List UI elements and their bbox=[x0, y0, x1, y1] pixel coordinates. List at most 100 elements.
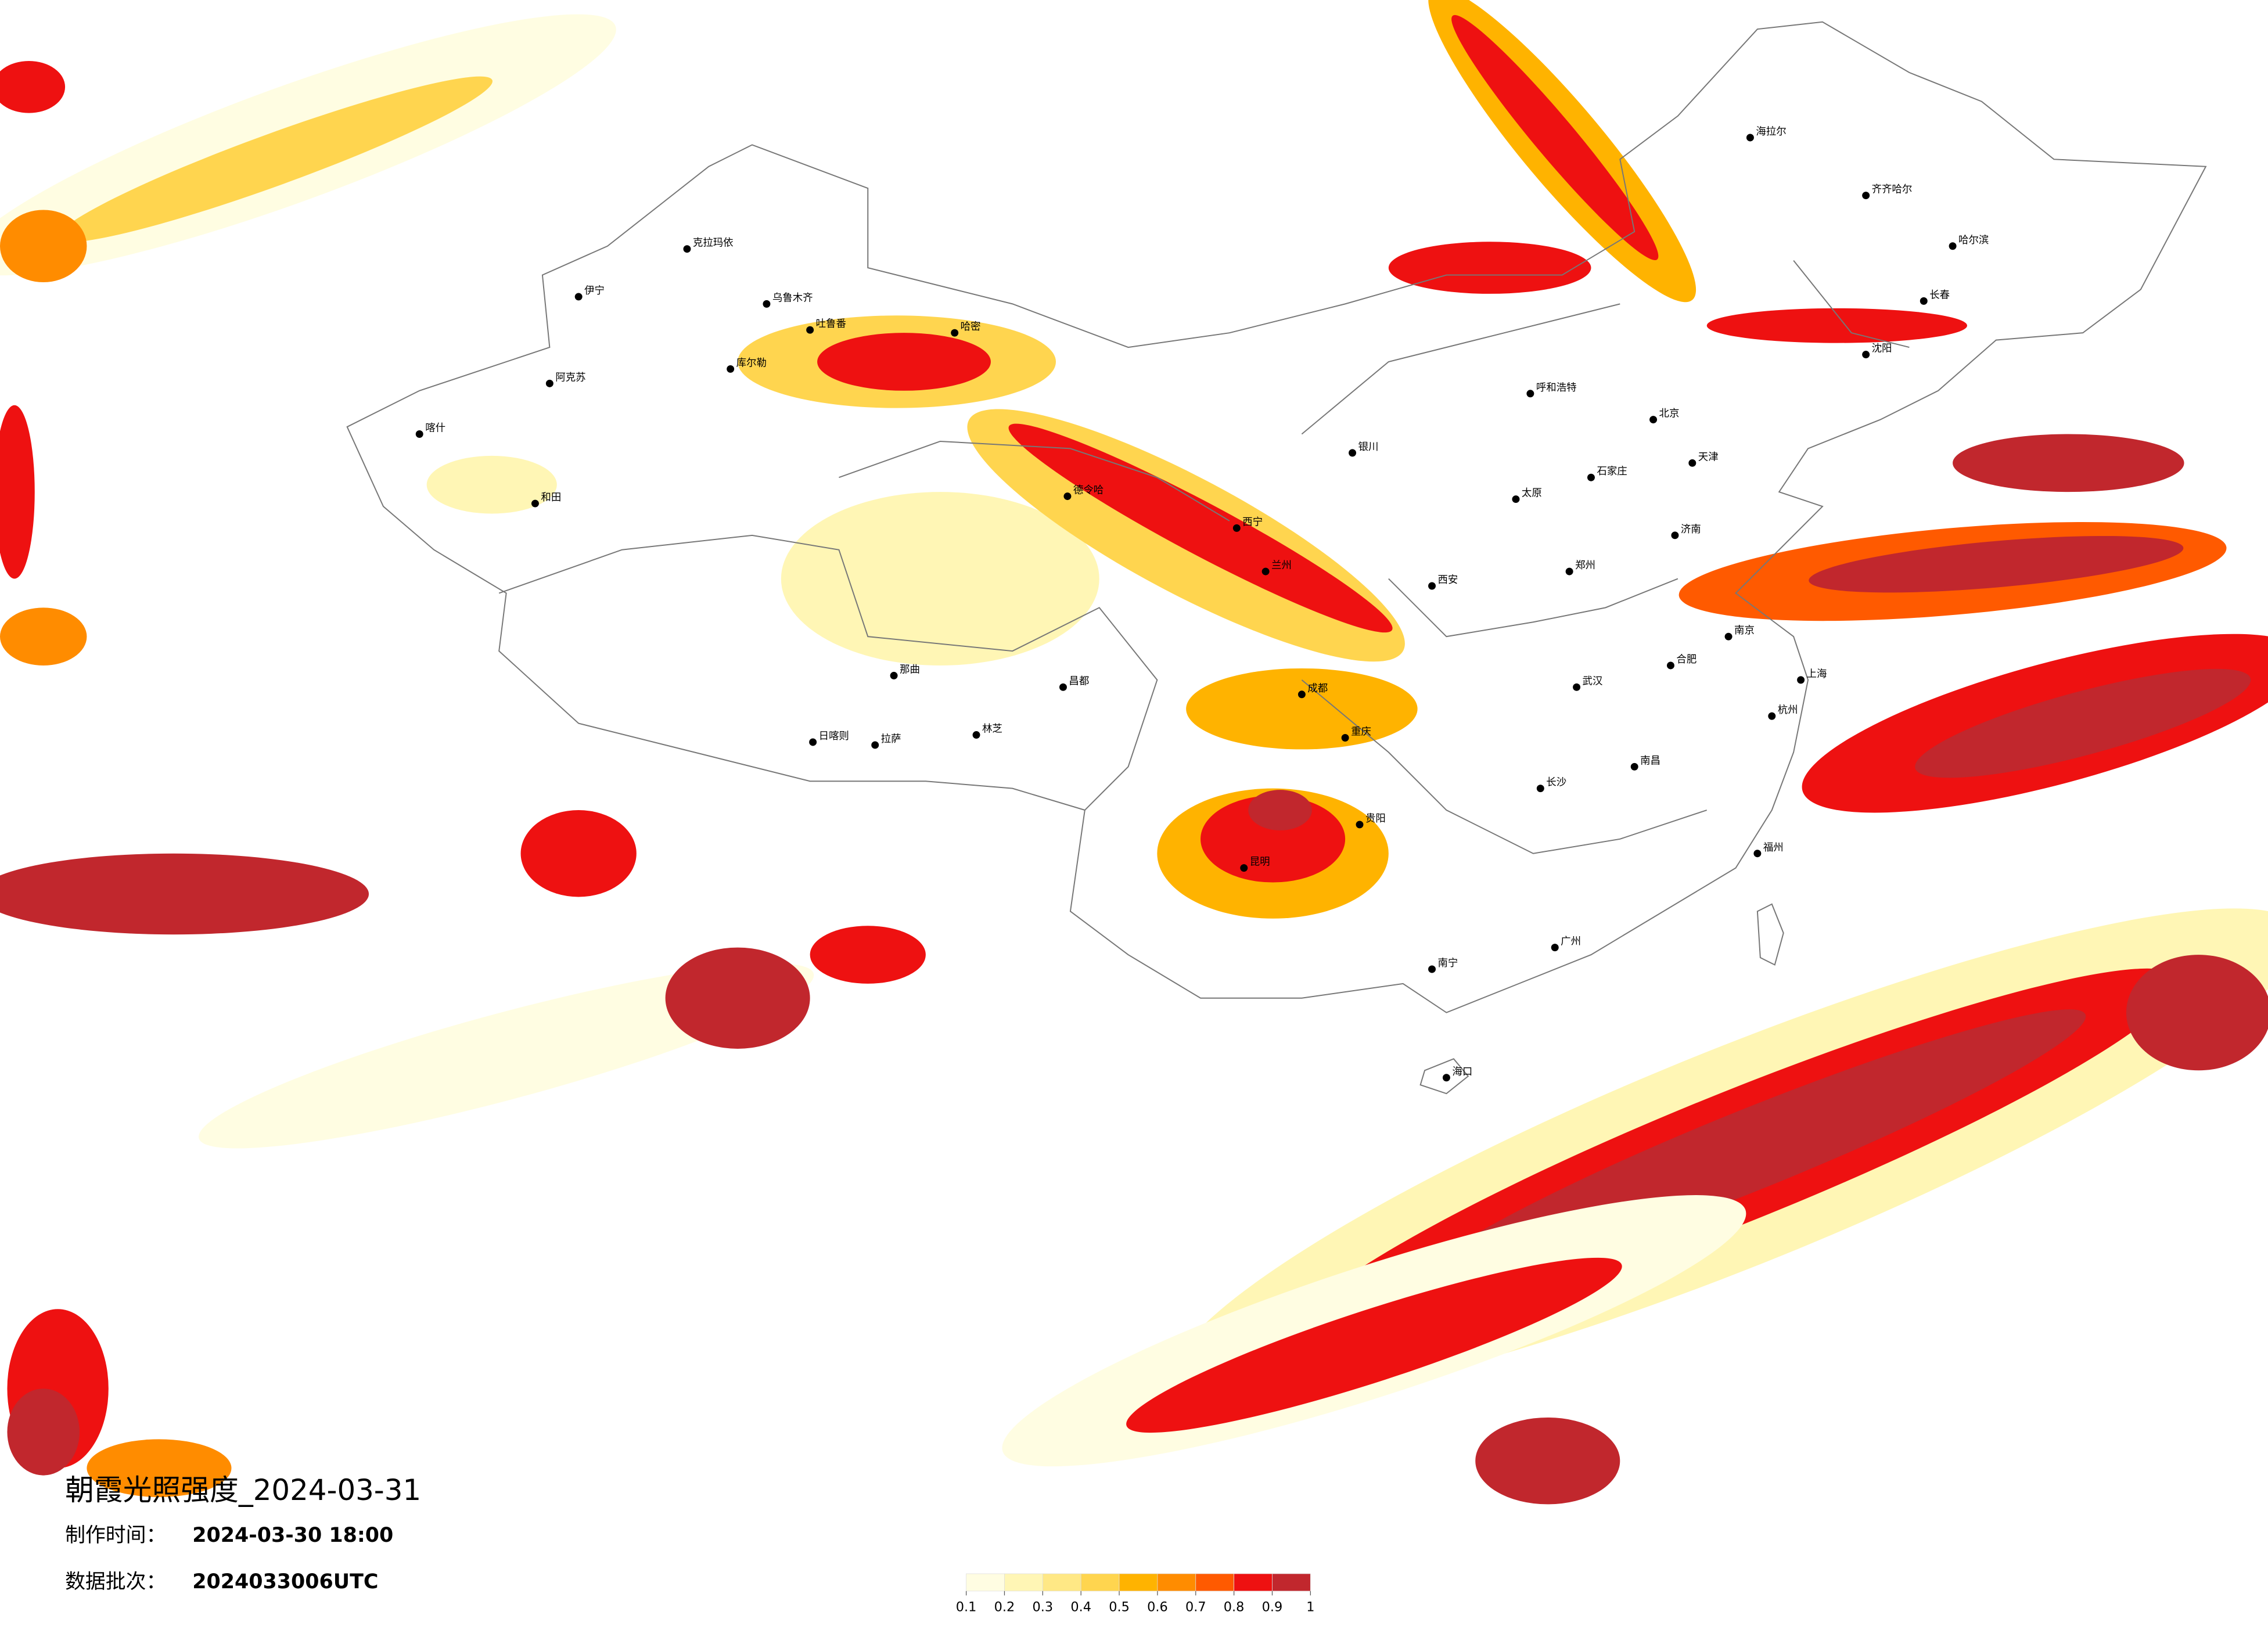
legend-tick-label: 0.7 bbox=[1185, 1600, 1206, 1615]
city-dot bbox=[1573, 683, 1581, 691]
city-dot bbox=[1768, 712, 1776, 720]
city-label: 林芝 bbox=[982, 724, 1002, 735]
city-label: 克拉玛依 bbox=[693, 238, 734, 249]
city-label: 喀什 bbox=[425, 423, 445, 434]
city-dot bbox=[972, 731, 980, 739]
made-time: 2024-03-30 18:00 bbox=[192, 1524, 393, 1547]
province-border bbox=[498, 260, 1910, 854]
city-dot bbox=[1649, 416, 1658, 424]
legend: 0.1 0.2 0.3 0.4 0.5 0.6 0.7 0.8 0.9 1 bbox=[956, 1573, 1314, 1615]
city-label: 和田 bbox=[541, 492, 561, 503]
made-label: 制作时间： bbox=[65, 1524, 166, 1547]
city-dot bbox=[1526, 390, 1534, 398]
city-label: 德令哈 bbox=[1073, 485, 1104, 497]
city-label: 西宁 bbox=[1242, 516, 1263, 528]
city-dot bbox=[415, 430, 423, 438]
heat-area bbox=[1186, 668, 1418, 750]
city-dot bbox=[1428, 582, 1436, 590]
heat-area bbox=[1475, 1418, 1620, 1505]
heat-area bbox=[810, 926, 926, 984]
city-label: 昆明 bbox=[1250, 857, 1270, 868]
legend-swatch bbox=[1234, 1573, 1273, 1592]
heat-area bbox=[0, 405, 35, 579]
heat-area bbox=[1126, 1257, 1622, 1433]
city-dot bbox=[1428, 965, 1436, 973]
city-dot bbox=[531, 499, 539, 508]
city-dot bbox=[1688, 459, 1696, 467]
legend-swatch bbox=[1195, 1573, 1234, 1592]
city-dot bbox=[1671, 531, 1679, 539]
city-label: 海口 bbox=[1452, 1066, 1472, 1078]
city-dot bbox=[727, 365, 735, 373]
city-dot bbox=[1746, 134, 1754, 142]
heat-area bbox=[817, 333, 991, 391]
city-label: 福州 bbox=[1763, 842, 1784, 854]
city-label: 齐齐哈尔 bbox=[1872, 184, 1913, 196]
city-label: 海拉尔 bbox=[1756, 126, 1786, 138]
city-dot bbox=[1666, 661, 1674, 670]
city-dot bbox=[1920, 297, 1928, 305]
city-label: 武汉 bbox=[1583, 675, 1603, 687]
heat-area bbox=[665, 947, 810, 1049]
city-label: 南京 bbox=[1734, 625, 1755, 636]
heat-area bbox=[1809, 535, 2184, 593]
city-dot bbox=[683, 245, 691, 253]
city-label: 吐鲁番 bbox=[816, 318, 846, 330]
city-label: 西安 bbox=[1437, 574, 1458, 586]
city-dot bbox=[1356, 821, 1364, 829]
city-label: 那曲 bbox=[900, 664, 920, 675]
island-border bbox=[1419, 903, 1784, 1095]
city-label: 呼和浩特 bbox=[1536, 382, 1577, 394]
legend-swatch bbox=[1272, 1573, 1311, 1592]
city-label: 天津 bbox=[1698, 451, 1719, 463]
heat-area bbox=[781, 492, 1099, 665]
city-dot bbox=[1565, 567, 1573, 575]
city-dot bbox=[1536, 785, 1544, 793]
heat-layer bbox=[0, 0, 2268, 1505]
city-label: 太原 bbox=[1522, 488, 1542, 499]
city-label: 贵阳 bbox=[1365, 813, 1386, 825]
city-dot bbox=[1630, 762, 1638, 771]
city-label: 昌都 bbox=[1069, 675, 1089, 687]
city-label: 乌鲁木齐 bbox=[772, 292, 813, 304]
city-label: 阿克苏 bbox=[555, 372, 585, 383]
city-label: 合肥 bbox=[1676, 654, 1696, 665]
heat-area bbox=[1388, 242, 1591, 294]
city-label: 济南 bbox=[1681, 524, 1701, 535]
legend-tick-label: 0.1 bbox=[956, 1600, 977, 1615]
city-label: 银川 bbox=[1358, 441, 1379, 453]
heat-area bbox=[1706, 308, 1967, 343]
heat-area bbox=[87, 1439, 232, 1497]
legend-tick-label: 1 bbox=[1306, 1600, 1314, 1615]
heat-area bbox=[7, 1388, 80, 1476]
city-dot bbox=[951, 329, 959, 337]
legend-tick-label: 0.2 bbox=[994, 1600, 1015, 1615]
legend-swatch bbox=[1004, 1573, 1043, 1592]
city-dot bbox=[806, 326, 814, 334]
city-label: 长沙 bbox=[1546, 777, 1566, 789]
heat-area bbox=[1008, 423, 1393, 633]
city-dot bbox=[1797, 676, 1805, 684]
city-dot bbox=[1341, 734, 1349, 742]
heat-area bbox=[1953, 434, 2184, 492]
city-label: 沈阳 bbox=[1872, 343, 1892, 355]
city-label: 杭州 bbox=[1778, 704, 1798, 716]
heat-area bbox=[1451, 15, 1659, 261]
city-label: 伊宁 bbox=[584, 285, 605, 297]
city-dot bbox=[1232, 524, 1241, 532]
legend-tick-label: 0.5 bbox=[1109, 1600, 1130, 1615]
heat-area bbox=[426, 455, 557, 514]
legend-swatch bbox=[1042, 1573, 1081, 1592]
country-border bbox=[346, 21, 2207, 1013]
city-label: 哈密 bbox=[961, 321, 981, 333]
heat-area bbox=[0, 607, 87, 665]
city-label: 广州 bbox=[1561, 936, 1581, 948]
heat-area bbox=[0, 853, 369, 935]
city-dot bbox=[1862, 192, 1870, 200]
city-dot bbox=[545, 379, 553, 387]
city-label: 成都 bbox=[1307, 683, 1328, 695]
heat-area bbox=[57, 76, 493, 242]
heat-area bbox=[2126, 955, 2268, 1071]
city-label: 石家庄 bbox=[1597, 466, 1627, 477]
